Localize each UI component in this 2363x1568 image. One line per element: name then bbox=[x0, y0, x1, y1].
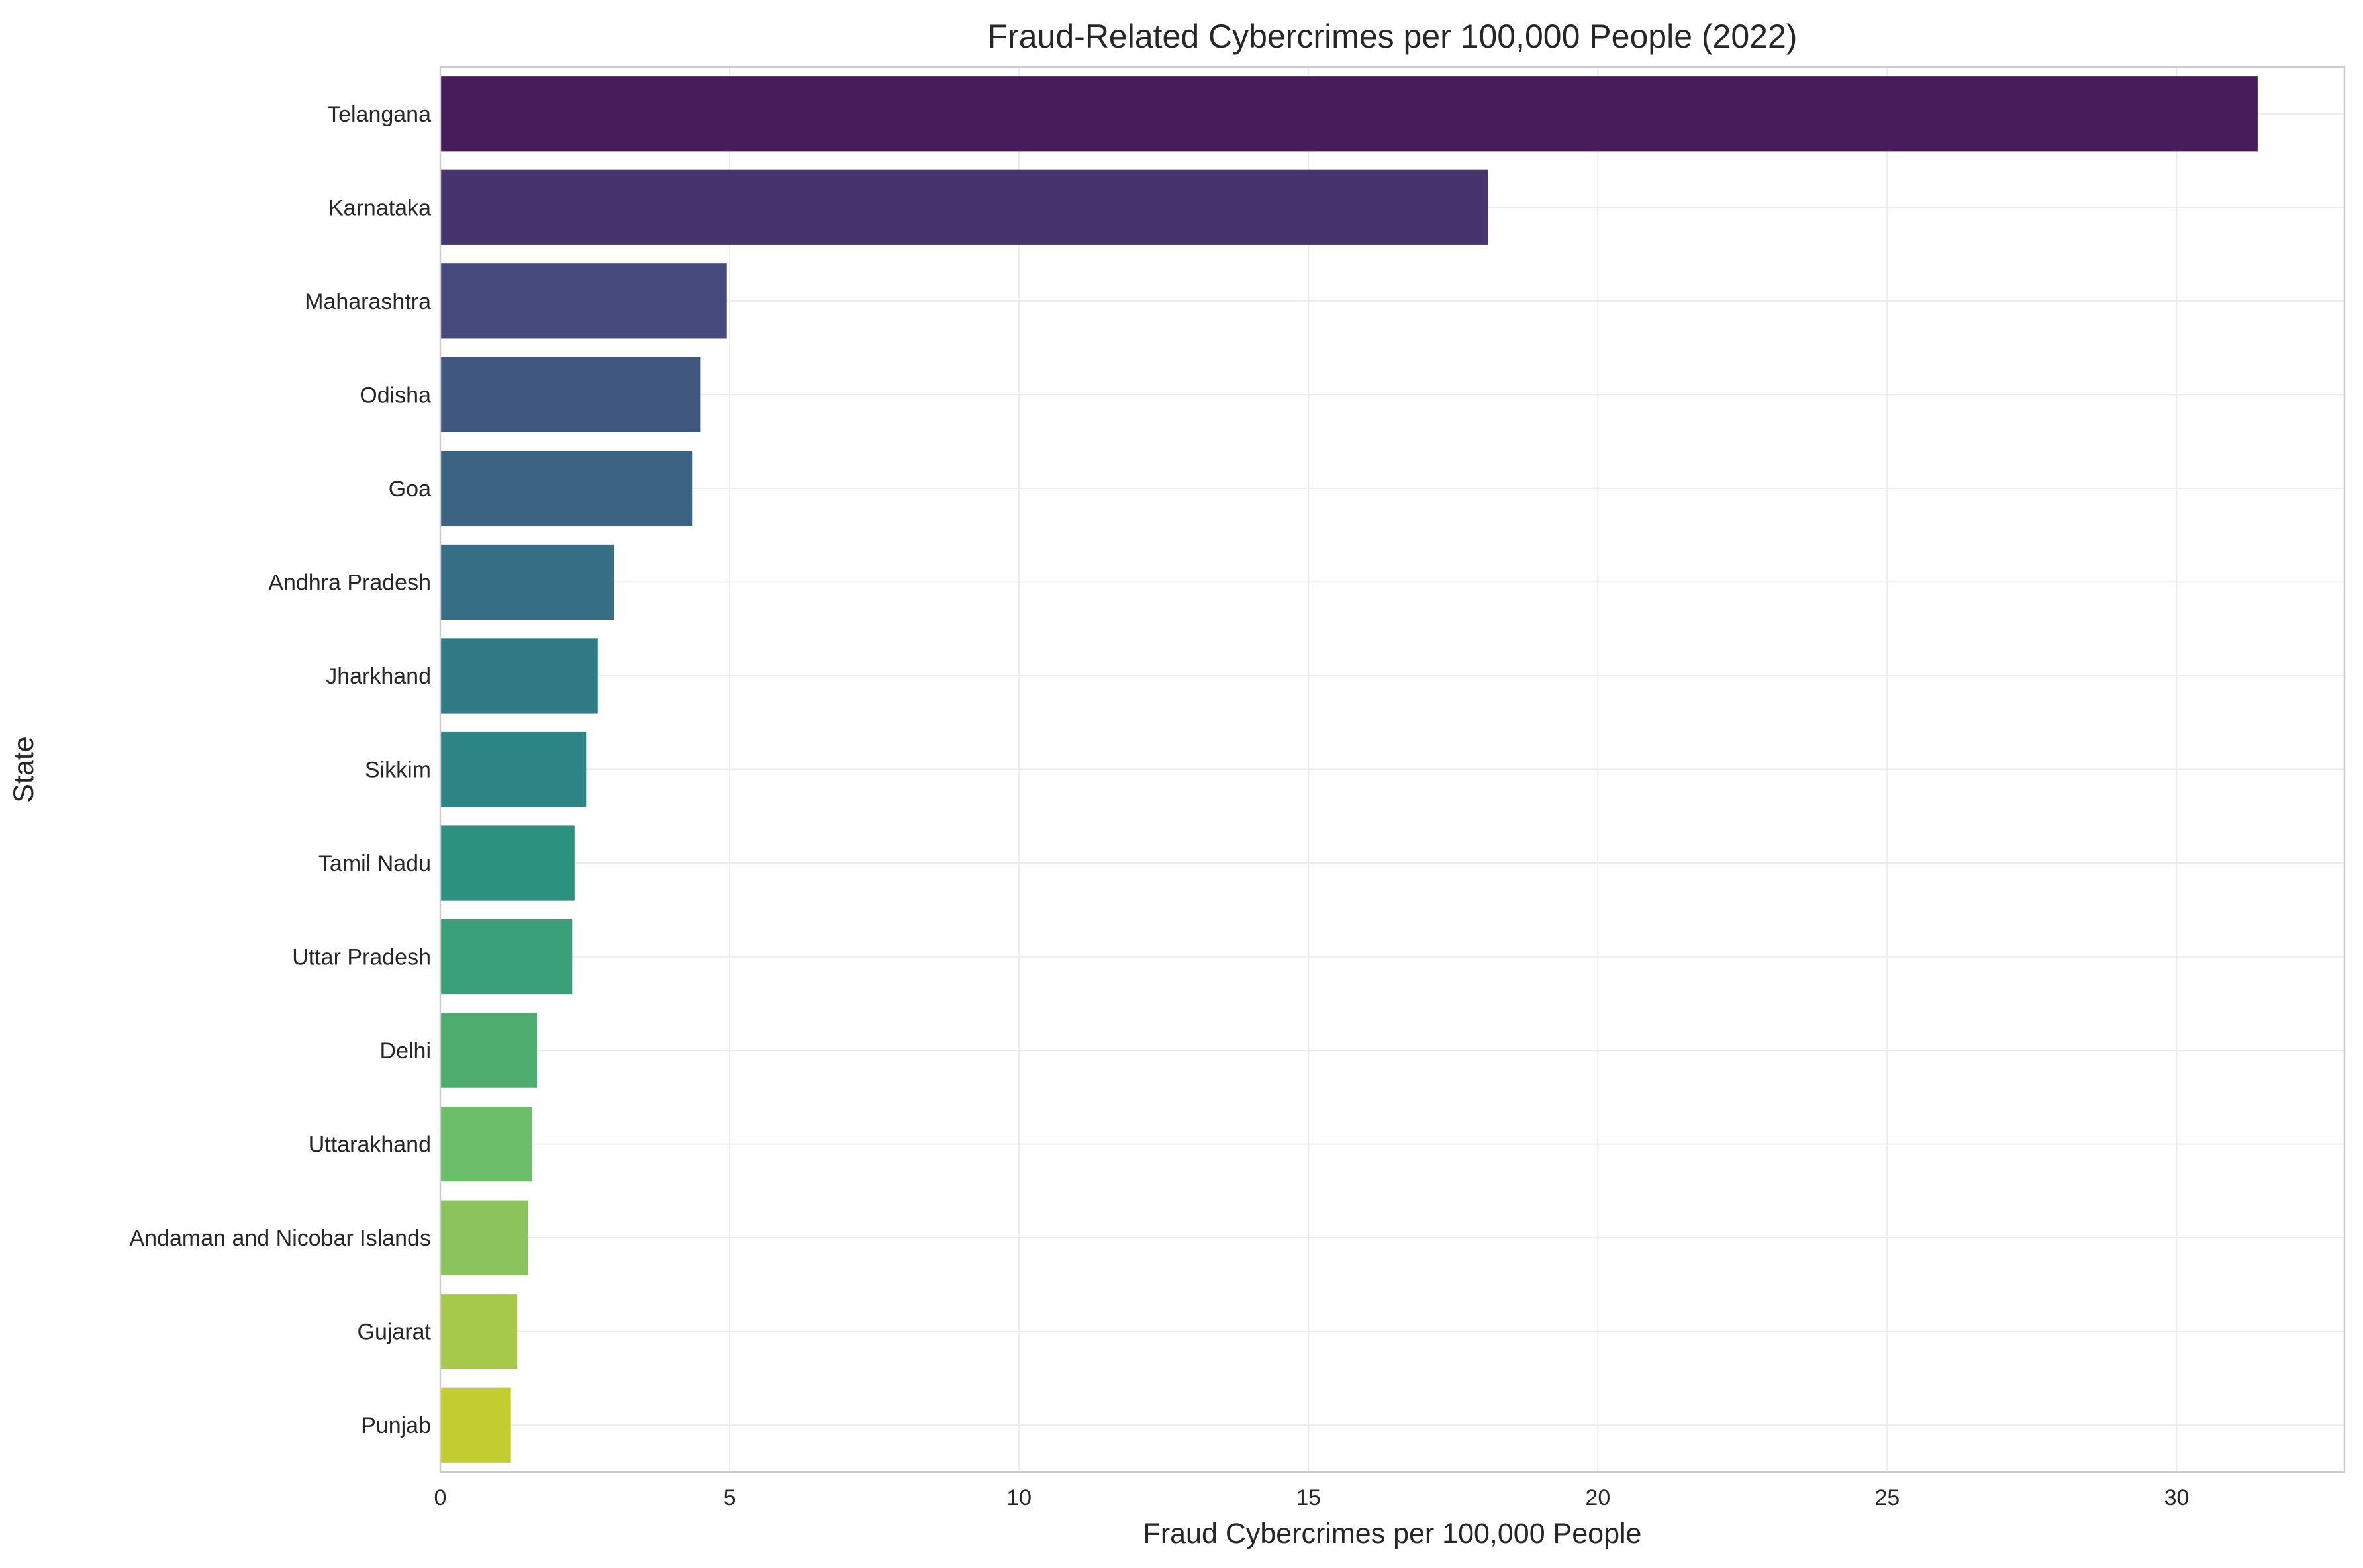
y-tick-label: Gujarat bbox=[358, 1320, 432, 1345]
y-tick-label: Odisha bbox=[360, 383, 431, 408]
bar-jharkhand bbox=[440, 638, 598, 714]
bar-odisha bbox=[440, 357, 701, 432]
y-tick-label: Telangana bbox=[327, 102, 431, 127]
x-tick-label: 25 bbox=[1874, 1485, 1900, 1510]
chart-title: Fraud-Related Cybercrimes per 100,000 Pe… bbox=[988, 18, 1798, 55]
bar-andhra-pradesh bbox=[440, 544, 614, 620]
bar-gujarat bbox=[440, 1294, 518, 1369]
x-tick-labels: 0 5 10 15 20 25 30 bbox=[434, 1485, 2190, 1510]
y-tick-label: Jharkhand bbox=[326, 664, 431, 689]
bar-tamil-nadu bbox=[440, 825, 575, 901]
y-tick-label: Karnataka bbox=[328, 195, 431, 220]
x-tick-label: 0 bbox=[434, 1485, 447, 1510]
x-tick-label: 5 bbox=[724, 1485, 736, 1510]
bar-uttarakhand bbox=[440, 1107, 532, 1182]
bar-karnataka bbox=[440, 169, 1488, 245]
x-axis-title: Fraud Cybercrimes per 100,000 People bbox=[1143, 1518, 1642, 1549]
y-tick-label: Andaman and Nicobar Islands bbox=[130, 1226, 432, 1251]
y-tick-label: Goa bbox=[389, 477, 431, 502]
y-tick-labels: Telangana Karnataka Maharashtra Odisha Goa An… bbox=[130, 102, 432, 1438]
y-tick-label: Punjab bbox=[361, 1413, 431, 1438]
bar-punjab bbox=[440, 1387, 511, 1463]
y-tick-label: Uttarakhand bbox=[309, 1132, 431, 1158]
plot-frame bbox=[439, 66, 2346, 1473]
bar-delhi bbox=[440, 1013, 537, 1088]
y-axis-title: State bbox=[8, 736, 40, 802]
bar-sikkim bbox=[440, 731, 587, 807]
y-tick-label: Uttar Pradesh bbox=[292, 945, 431, 970]
x-tick-label: 30 bbox=[2164, 1485, 2190, 1510]
bar-uttar-pradesh bbox=[440, 919, 573, 995]
y-tick-label: Maharashtra bbox=[305, 289, 431, 314]
y-tick-label: Tamil Nadu bbox=[318, 851, 431, 876]
y-tick-label: Delhi bbox=[380, 1038, 431, 1064]
y-tick-label: Sikkim bbox=[365, 758, 431, 783]
bars bbox=[440, 76, 2258, 1463]
x-tick-label: 15 bbox=[1296, 1485, 1321, 1510]
bar-goa bbox=[440, 451, 693, 526]
bar-andaman-and-nicobar-islands bbox=[440, 1200, 528, 1275]
bar-maharashtra bbox=[440, 263, 727, 339]
x-tick-label: 10 bbox=[1006, 1485, 1032, 1510]
y-tick-label: Andhra Pradesh bbox=[268, 570, 431, 595]
bar-telangana bbox=[440, 76, 2258, 152]
x-tick-label: 20 bbox=[1585, 1485, 1610, 1510]
